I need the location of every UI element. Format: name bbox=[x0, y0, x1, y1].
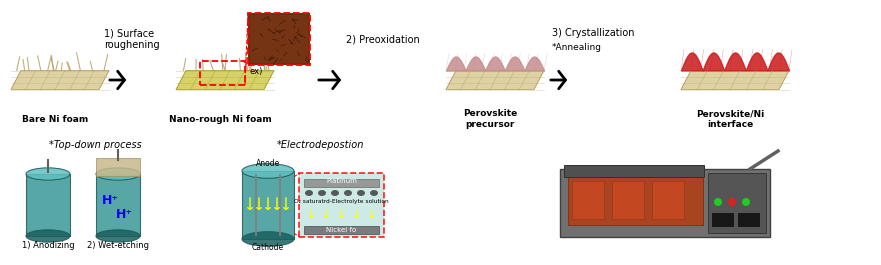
Bar bbox=[560, 169, 770, 237]
Bar bbox=[200, 61, 245, 85]
Polygon shape bbox=[11, 70, 109, 90]
Text: O₂ saturatrd-Electrolyte solution: O₂ saturatrd-Electrolyte solution bbox=[294, 198, 389, 204]
Bar bbox=[26, 174, 70, 236]
Ellipse shape bbox=[331, 190, 339, 196]
Text: H⁺: H⁺ bbox=[101, 193, 119, 206]
Polygon shape bbox=[446, 70, 544, 90]
Bar bbox=[652, 181, 684, 219]
Text: Anode: Anode bbox=[255, 158, 280, 167]
Text: 2) Preoxidation: 2) Preoxidation bbox=[346, 34, 419, 44]
Text: *Top-down process: *Top-down process bbox=[48, 140, 141, 150]
Bar bbox=[304, 226, 379, 234]
Text: Bare Ni foam: Bare Ni foam bbox=[22, 114, 88, 123]
Text: Cathode: Cathode bbox=[252, 242, 284, 251]
Text: 2) Wet-etching: 2) Wet-etching bbox=[87, 241, 149, 250]
Circle shape bbox=[714, 198, 722, 206]
Bar bbox=[572, 181, 604, 219]
Ellipse shape bbox=[370, 190, 378, 196]
Polygon shape bbox=[681, 70, 789, 90]
Ellipse shape bbox=[344, 190, 352, 196]
Text: Nickel fo: Nickel fo bbox=[326, 227, 357, 233]
Circle shape bbox=[728, 198, 736, 206]
Bar bbox=[248, 13, 310, 65]
Text: Perovskite
precursor: Perovskite precursor bbox=[463, 109, 517, 129]
Text: 1) Surface
roughening: 1) Surface roughening bbox=[104, 28, 159, 50]
Circle shape bbox=[742, 198, 750, 206]
Bar bbox=[304, 179, 379, 187]
Text: *Electrodepostion: *Electrodepostion bbox=[277, 140, 364, 150]
Ellipse shape bbox=[242, 164, 294, 178]
Bar bbox=[250, 15, 308, 63]
Bar bbox=[738, 213, 760, 227]
Bar bbox=[96, 174, 140, 236]
Ellipse shape bbox=[26, 168, 70, 180]
Bar bbox=[242, 171, 294, 239]
Bar bbox=[708, 173, 766, 233]
Polygon shape bbox=[176, 70, 274, 90]
Text: Nano-rough Ni foam: Nano-rough Ni foam bbox=[168, 114, 271, 123]
Text: Perovskite/Ni
interface: Perovskite/Ni interface bbox=[696, 109, 764, 129]
Ellipse shape bbox=[242, 232, 294, 246]
Ellipse shape bbox=[357, 190, 365, 196]
Text: ex): ex) bbox=[250, 67, 263, 76]
Text: H⁺: H⁺ bbox=[115, 209, 132, 222]
Bar bbox=[96, 158, 140, 176]
Text: *Annealing: *Annealing bbox=[552, 42, 602, 51]
Text: 1) Anodizing: 1) Anodizing bbox=[22, 241, 74, 250]
Bar bbox=[299, 173, 384, 237]
Ellipse shape bbox=[26, 230, 70, 242]
Ellipse shape bbox=[96, 168, 140, 180]
Bar bbox=[712, 213, 734, 227]
Bar bbox=[568, 177, 703, 225]
Ellipse shape bbox=[305, 190, 313, 196]
Ellipse shape bbox=[96, 230, 140, 242]
Bar bbox=[564, 165, 704, 177]
Ellipse shape bbox=[318, 190, 326, 196]
Text: Platinum: Platinum bbox=[326, 178, 357, 184]
Text: 3) Crystallization: 3) Crystallization bbox=[552, 28, 634, 38]
Bar bbox=[612, 181, 644, 219]
